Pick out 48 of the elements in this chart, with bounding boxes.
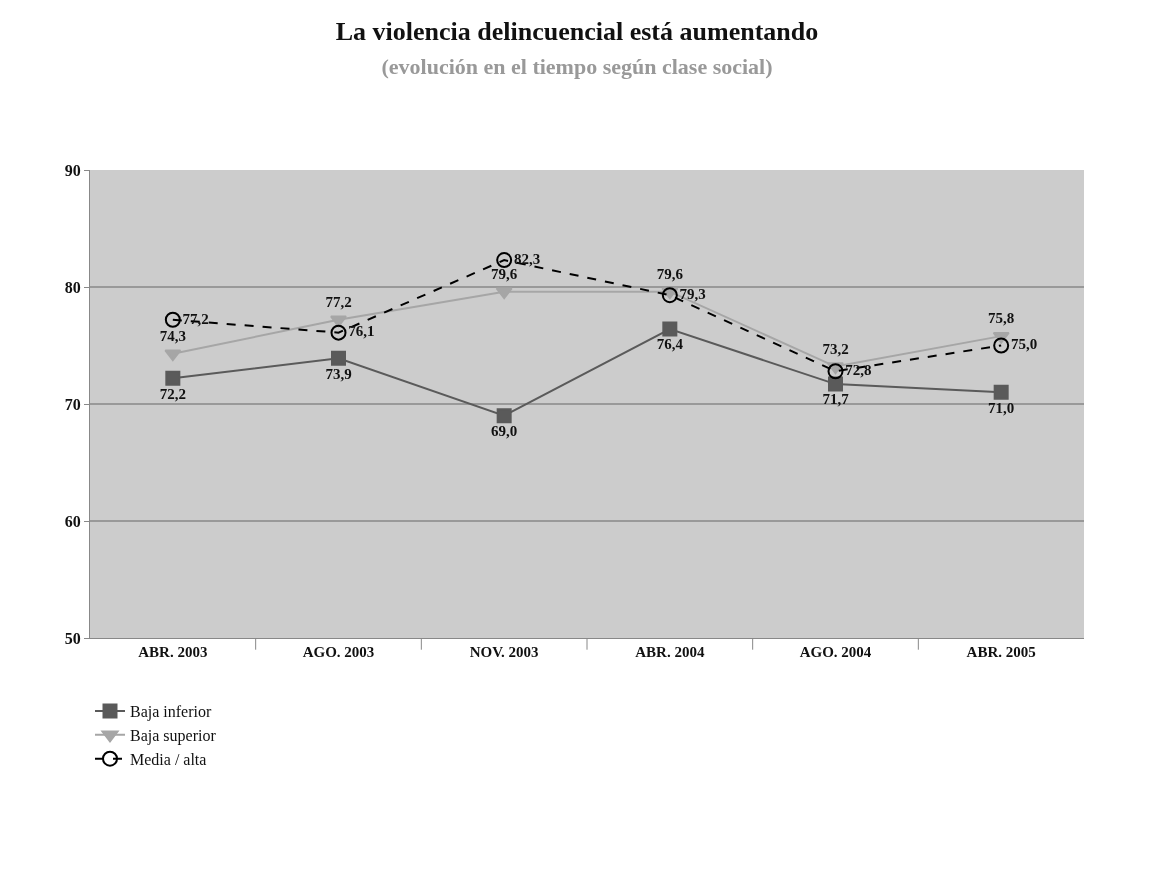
data-label: 79,6 [491, 265, 518, 282]
y-tick-label: 90 [64, 161, 81, 179]
y-tick-label: 60 [64, 512, 81, 530]
data-label: 77,2 [325, 293, 352, 310]
legend-label: Baja superior [130, 727, 217, 746]
y-tick-label: 70 [64, 395, 81, 413]
chart-title: La violencia delincuencial está aumentando [335, 16, 819, 46]
legend-label: Media / alta [130, 750, 207, 768]
data-label: 71,7 [822, 391, 850, 408]
data-label: 73,2 [822, 340, 849, 357]
y-tick-label: 50 [64, 629, 81, 647]
point [993, 384, 1009, 400]
point [164, 311, 181, 328]
point [496, 408, 512, 424]
x-tick-label: AGO. 2004 [799, 644, 872, 660]
data-label: 82,3 [513, 250, 541, 267]
data-label: 76,4 [656, 336, 684, 353]
x-tick-label: ABR. 2005 [966, 644, 1036, 660]
data-label: 79,6 [656, 265, 684, 282]
data-label: 73,9 [325, 365, 352, 382]
y-tick-label: 80 [64, 278, 81, 296]
data-label: 69,0 [491, 423, 518, 440]
x-tick-label: ABR. 2003 [138, 644, 208, 660]
point [495, 287, 513, 300]
data-label: 76,1 [348, 323, 375, 340]
point [496, 252, 513, 269]
data-label: 72,2 [159, 385, 186, 402]
point [828, 376, 843, 392]
data-label: 75,0 [1010, 336, 1038, 353]
data-label: 79,3 [679, 285, 706, 302]
data-label: 72,8 [845, 361, 872, 378]
chart-subtitle: (evolución en el tiempo según clase social) [381, 53, 773, 79]
data-label: 74,3 [159, 327, 186, 344]
data-label: 75,8 [988, 310, 1015, 327]
data-label: 77,2 [182, 310, 209, 327]
point [165, 370, 181, 386]
legend-label: Baja inferior [130, 703, 212, 722]
x-tick-label: AGO. 2003 [302, 644, 375, 660]
x-tick-label: ABR. 2004 [635, 644, 705, 660]
point [661, 287, 678, 304]
point [662, 321, 678, 337]
data-label: 71,0 [988, 399, 1015, 416]
point [331, 350, 346, 366]
point [330, 324, 347, 341]
point [827, 363, 844, 380]
point [993, 337, 1010, 354]
x-tick-label: NOV. 2003 [469, 644, 539, 660]
point [164, 349, 182, 362]
